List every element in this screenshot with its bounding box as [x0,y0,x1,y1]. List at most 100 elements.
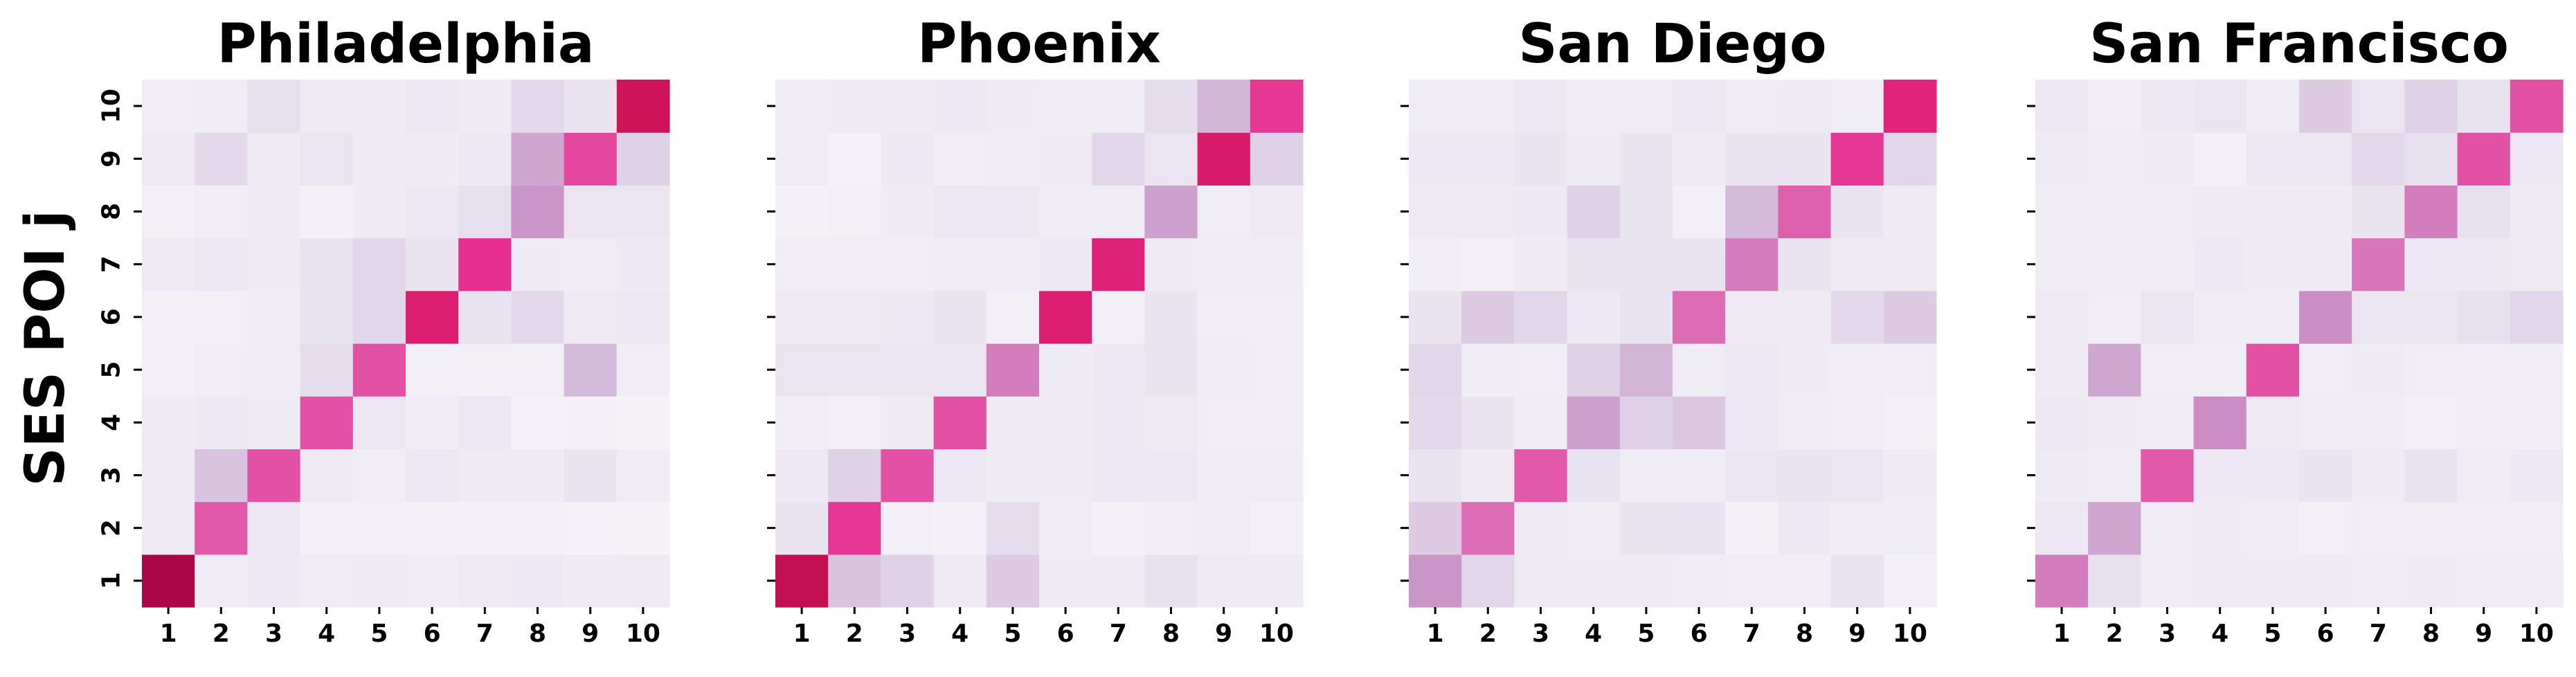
heatmap-cell [2510,185,2564,239]
heatmap-cell [1250,237,1304,291]
x-tick-label: 10 [1259,620,1294,648]
heatmap-cell [564,449,618,503]
heatmap-cell [1673,449,1726,503]
heatmap-cell [564,80,618,133]
heatmap-cell [511,237,565,291]
heatmap-cell [616,80,670,133]
heatmap-cell [775,396,829,449]
heatmap-cell [1830,185,1884,239]
heatmap-cell [1725,343,1778,397]
heatmap-cell [775,132,829,186]
heatmap-cell [2457,185,2511,239]
heatmap-cell [1778,501,1832,555]
panel-title: Phoenix [917,13,1161,75]
y-tick-label: 10 [98,89,126,123]
heatmap-cell [2404,449,2458,503]
heatmap-cell [2088,396,2141,449]
heatmap-cell [616,343,670,397]
x-tick-label: 5 [1637,620,1655,648]
heatmap-cell [1514,185,1568,239]
heatmap-cell [2088,132,2141,186]
heatmap-cell [1567,132,1621,186]
heatmap-cell [352,396,406,449]
x-tick-label: 8 [1162,620,1180,648]
heatmap-cell [2352,237,2405,291]
heatmap-cell [1514,501,1568,555]
heatmap-cell [1567,396,1621,449]
heatmap-panel: Phoenix 1 2 3 4 5 6 7 8 9 10 [767,13,1304,648]
heatmap-cell [195,501,248,555]
heatmap-cell [511,396,565,449]
heatmap-cell [142,554,195,608]
heatmap-cell [2141,449,2195,503]
heatmap-cell [195,449,248,503]
heatmap-cell [2352,290,2405,344]
heatmap-cell [986,449,1040,503]
heatmap-cell [828,132,881,186]
heatmap-cell [2141,237,2195,291]
heatmap-cell [2035,396,2089,449]
heatmap-cell [195,290,248,344]
heatmap-cell [1039,80,1092,133]
x-tick-label: 2 [1479,620,1497,648]
heatmap-cell [2299,80,2352,133]
heatmap-cell [1883,449,1937,503]
y-axis-label: SES POI j [15,210,77,486]
heatmap-cell [2457,132,2511,186]
heatmap-cell [2035,554,2089,608]
heatmap-cell [616,185,670,239]
heatmap-cell [352,185,406,239]
heatmap-cell [564,237,618,291]
heatmap-cell [1830,343,1884,397]
x-tick-label: 10 [626,620,660,648]
heatmap-cell [2246,449,2300,503]
heatmap-cell [1092,237,1145,291]
heatmap-cell [881,237,935,291]
heatmap-cell [2035,132,2089,186]
heatmap-cell [933,396,987,449]
x-tick-label: 2 [2106,620,2123,648]
heatmap-cell [247,185,301,239]
heatmap-cell [1514,132,1568,186]
heatmap-cell [2193,396,2247,449]
heatmap-cell [1778,237,1832,291]
heatmap-cell [2352,501,2405,555]
heatmap-cell [1673,343,1726,397]
heatmap-cell [2141,501,2195,555]
heatmap-cell [2141,185,2195,239]
x-tick-label: 4 [2211,620,2228,648]
x-tick-label: 6 [1691,620,1708,648]
heatmap-cell [2141,343,2195,397]
heatmap-cell [2141,80,2195,133]
heatmap-cell [2088,449,2141,503]
heatmap-cell [1514,290,1568,344]
y-tick-label: 7 [98,255,126,273]
heatmap-cell [2457,237,2511,291]
heatmap-cell [1409,132,1462,186]
heatmap-cell [881,554,935,608]
heatmap-cell [2193,80,2247,133]
heatmap-cell [2299,185,2352,239]
heatmap-cell [2457,343,2511,397]
heatmap-cell [300,501,354,555]
heatmap-cell [2404,290,2458,344]
heatmap-cell [1619,554,1673,608]
heatmap-cell [1039,449,1092,503]
heatmap-cell [1409,501,1462,555]
heatmap-cell [1514,554,1568,608]
heatmap-cell [247,396,301,449]
heatmap-cell [2193,449,2247,503]
heatmap-cell [2246,554,2300,608]
heatmap-cell [2352,449,2405,503]
heatmap-cell [1092,501,1145,555]
heatmap-cell [828,237,881,291]
heatmap-cell [2193,554,2247,608]
heatmap-cell [300,185,354,239]
heatmap-cell [458,501,512,555]
x-tick-label: 3 [265,620,282,648]
heatmap-cell [1778,185,1832,239]
heatmap-cell [2510,449,2564,503]
heatmap-cell [2404,554,2458,608]
x-tick-label: 6 [424,620,441,648]
